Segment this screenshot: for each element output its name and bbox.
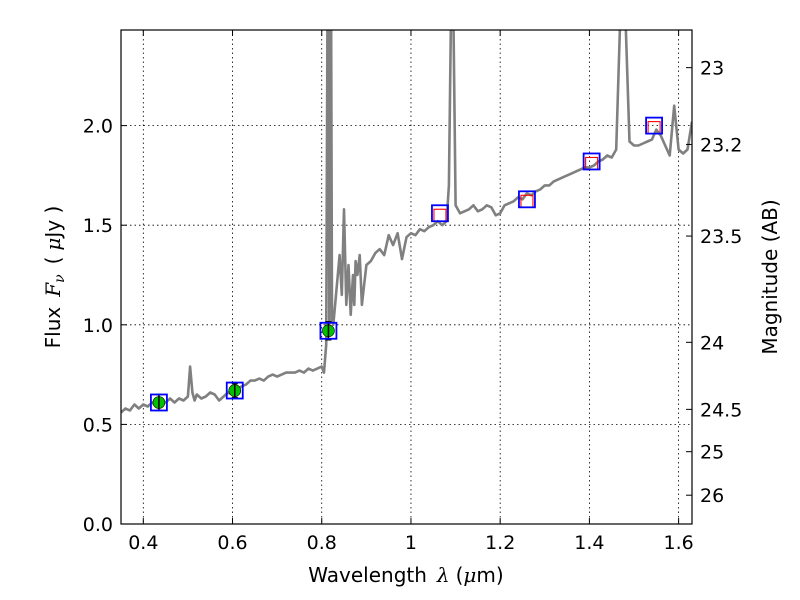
y-axis-title-mu: μ xyxy=(41,238,65,251)
x-tick-label: 1.2 xyxy=(485,532,515,554)
y2-tick-label: 25 xyxy=(700,442,724,464)
y2-tick-label: 23.5 xyxy=(700,226,742,248)
y2-axis-title: Magnitude (AB) xyxy=(758,199,782,354)
model-band-point xyxy=(319,321,338,340)
y2-tick-label: 24 xyxy=(700,332,724,354)
y-axis-title-text: Flux xyxy=(41,307,65,349)
x-tick-label: 0.6 xyxy=(217,532,247,554)
x-axis-title-open: ( xyxy=(456,563,464,587)
y-tick-label: 0.0 xyxy=(83,514,113,536)
model-band-point xyxy=(582,152,601,171)
ticks: 0.4 0.6 0.8 1 1.2 1.4 1.6 0.0 0.5 1.0 1.5 2.0 23 23.2… xyxy=(83,30,742,554)
y-axis-title-nu: ν xyxy=(52,274,68,283)
x-axis-title-unit: m) xyxy=(476,563,503,587)
y2-tick-label: 23 xyxy=(700,58,724,80)
y-tick-label: 2.0 xyxy=(83,116,113,138)
x-tick-label: 0.4 xyxy=(128,532,158,554)
y-tick-label: 0.5 xyxy=(83,414,113,436)
model-band-point xyxy=(431,204,449,223)
model-band-point xyxy=(150,393,168,412)
y-axis-title-unit: Jy ) xyxy=(41,206,65,240)
y2-tick-label: 23.2 xyxy=(700,134,742,156)
x-axis-title-text: Wavelength xyxy=(308,563,427,587)
grid xyxy=(121,30,692,524)
model-band-point xyxy=(645,116,663,135)
markers xyxy=(150,116,663,412)
x-axis-title-lambda: λ xyxy=(436,563,450,587)
x-tick-label: 1.4 xyxy=(574,532,604,554)
y-axis-title-open: ( xyxy=(41,257,65,265)
y-tick-label: 1.5 xyxy=(83,215,113,237)
y-axis-title: Flux Fν ( μJy ) xyxy=(41,206,68,349)
x-tick-label: 0.8 xyxy=(307,532,337,554)
y-tick-label: 1.0 xyxy=(83,315,113,337)
model-band-point xyxy=(225,381,244,400)
x-tick-label: 1.6 xyxy=(664,532,694,554)
x-axis-title: Wavelength λ (μm) xyxy=(308,563,503,587)
y2-tick-label: 26 xyxy=(700,485,724,507)
x-tick-label: 1 xyxy=(405,532,417,554)
y2-tick-label: 24.5 xyxy=(700,399,742,421)
x-axis-title-mu: μ xyxy=(463,563,476,587)
model-band-point xyxy=(518,190,536,209)
y-axis-title-f: F xyxy=(41,282,65,298)
plot-frame xyxy=(120,29,693,525)
